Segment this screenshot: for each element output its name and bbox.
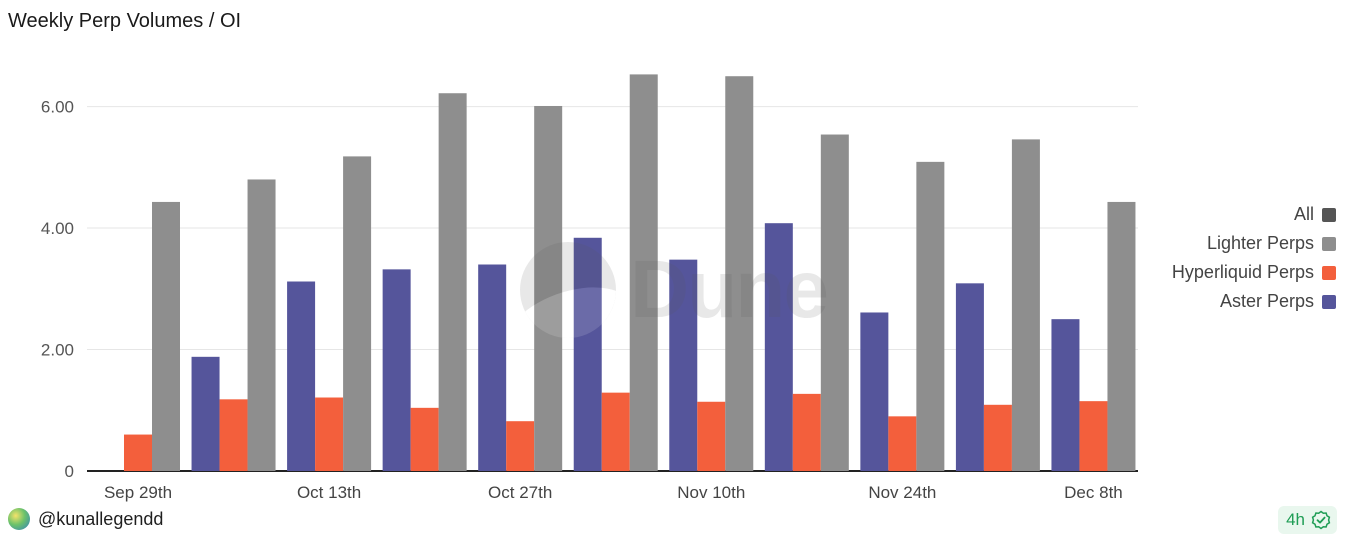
bar-lighter-perps[interactable] (152, 201, 180, 472)
bar-hyperliquid-perps[interactable] (983, 404, 1012, 471)
bar-hyperliquid-perps[interactable] (792, 393, 821, 471)
legend-swatch (1322, 236, 1336, 251)
bar-lighter-perps[interactable] (438, 93, 467, 471)
verified-check-icon (1311, 510, 1331, 530)
bar-aster-perps[interactable] (287, 281, 316, 471)
x-tick-label: Nov 10th (677, 483, 745, 502)
y-tick-label: 0 (65, 462, 74, 481)
bar-aster-perps[interactable] (382, 269, 411, 471)
bar-hyperliquid-perps[interactable] (506, 421, 535, 471)
legend-label: Aster Perps (1219, 291, 1314, 311)
x-tick-label: Sep 29th (104, 483, 172, 502)
bar-aster-perps[interactable] (191, 356, 220, 471)
bar-lighter-perps[interactable] (1107, 201, 1136, 472)
bar-lighter-perps[interactable] (629, 74, 658, 471)
bar-hyperliquid-perps[interactable] (888, 416, 917, 471)
bar-lighter-perps[interactable] (1011, 139, 1040, 471)
author-handle: @kunallegendd (38, 508, 164, 529)
y-tick-label: 6.00 (41, 98, 74, 117)
avatar (8, 508, 30, 530)
bar-aster-perps[interactable] (955, 283, 984, 471)
x-tick-label: Oct 13th (297, 483, 361, 502)
legend: All Lighter Perps Hyperliquid Perps Aster P… (1172, 200, 1336, 316)
bars (124, 74, 1136, 472)
bar-hyperliquid-perps[interactable] (410, 407, 439, 471)
legend-item-aster-perps[interactable]: Aster Perps (1172, 287, 1336, 316)
legend-swatch (1322, 265, 1336, 280)
legend-label: All (1293, 204, 1314, 224)
bar-aster-perps[interactable] (764, 223, 793, 471)
legend-swatch (1322, 294, 1336, 309)
bar-aster-perps[interactable] (860, 312, 889, 471)
legend-item-all[interactable]: All (1172, 200, 1336, 229)
legend-swatch (1322, 207, 1336, 222)
age-label: 4h (1286, 510, 1305, 529)
bar-hyperliquid-perps[interactable] (219, 399, 248, 471)
legend-item-lighter-perps[interactable]: Lighter Perps (1172, 229, 1336, 258)
x-tick-label: Dec 8th (1064, 483, 1123, 502)
y-tick-label: 2.00 (41, 341, 74, 360)
bar-aster-perps[interactable] (1051, 319, 1080, 471)
bar-lighter-perps[interactable] (820, 134, 849, 471)
x-tick-label: Oct 27th (488, 483, 552, 502)
refresh-badge[interactable]: 4h (1278, 506, 1337, 534)
bar-aster-perps[interactable] (573, 237, 602, 471)
bar-lighter-perps[interactable] (725, 76, 754, 472)
bar-lighter-perps[interactable] (247, 179, 276, 471)
x-tick-label: Nov 24th (868, 483, 936, 502)
chart-title: Weekly Perp Volumes / OI (8, 10, 242, 32)
bar-hyperliquid-perps[interactable] (601, 392, 630, 471)
bar-aster-perps[interactable] (669, 259, 698, 471)
legend-item-hyperliquid-perps[interactable]: Hyperliquid Perps (1172, 258, 1336, 287)
y-axis-ticks: 0 2.00 4.00 6.00 (41, 98, 74, 481)
bar-hyperliquid-perps[interactable] (1079, 401, 1108, 471)
bar-hyperliquid-perps[interactable] (697, 401, 726, 471)
bar-hyperliquid-perps[interactable] (124, 434, 152, 471)
bar-lighter-perps[interactable] (343, 156, 372, 471)
legend-label: Hyperliquid Perps (1171, 262, 1314, 282)
bar-lighter-perps[interactable] (534, 105, 563, 471)
bar-hyperliquid-perps[interactable] (315, 397, 344, 471)
bar-lighter-perps[interactable] (916, 161, 945, 471)
x-axis-ticks: Sep 29th Oct 13th Oct 27th Nov 10th Nov 24th… (104, 483, 1123, 502)
author[interactable]: @kunallegendd (8, 508, 163, 530)
y-tick-label: 4.00 (41, 219, 74, 238)
legend-label: Lighter Perps (1206, 233, 1314, 253)
bar-aster-perps[interactable] (478, 264, 507, 472)
